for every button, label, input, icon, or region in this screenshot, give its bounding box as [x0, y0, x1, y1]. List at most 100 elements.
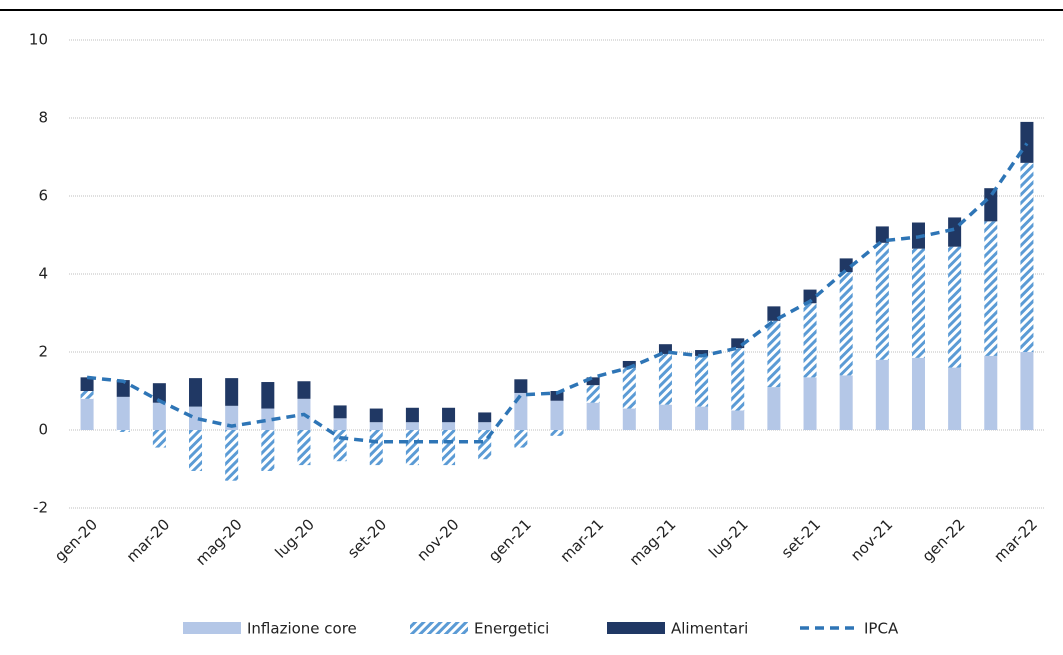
bar: [839, 375, 853, 430]
bar: [261, 408, 275, 430]
bar: [658, 404, 672, 430]
legend-item: Inflazione core: [183, 620, 357, 638]
bar: [333, 418, 347, 430]
bar: [514, 430, 528, 448]
y-tick-label: 8: [38, 109, 48, 127]
legend-item: IPCA: [800, 620, 899, 638]
legend-label: Energetici: [474, 620, 549, 638]
bar: [442, 407, 456, 423]
bar: [622, 408, 636, 430]
bar: [984, 188, 998, 222]
bar: [369, 422, 383, 430]
x-tick-label: lug-21: [705, 515, 751, 561]
bar: [731, 348, 745, 411]
bar: [1020, 352, 1034, 430]
bar: [152, 383, 166, 403]
x-tick-label: mag-21: [626, 515, 680, 569]
bar: [80, 398, 94, 430]
legend-swatch: [183, 622, 241, 634]
bar: [261, 430, 275, 471]
bar: [875, 242, 889, 360]
x-tick-label: mar-22: [990, 515, 1041, 566]
bar: [550, 400, 564, 430]
bar: [116, 430, 130, 432]
bar: [984, 221, 998, 356]
bar: [658, 353, 672, 405]
x-tick-label: mag-20: [192, 515, 246, 569]
bar: [333, 430, 347, 462]
bar: [225, 378, 239, 406]
bar: [405, 422, 419, 430]
bar: [369, 430, 383, 466]
bar: [80, 391, 94, 399]
bar: [1020, 121, 1034, 163]
y-tick-label: -2: [33, 499, 48, 517]
legend-swatch: [607, 622, 665, 634]
x-tick-label: mar-21: [557, 515, 608, 566]
bar: [478, 422, 492, 430]
bar: [695, 350, 709, 356]
bar: [225, 430, 239, 481]
bar: [550, 430, 564, 436]
bar: [731, 410, 745, 430]
bar: [948, 367, 962, 430]
y-tick-label: 2: [38, 343, 48, 361]
bar: [803, 377, 817, 430]
x-tick-label: set-21: [778, 515, 824, 561]
x-tick-label: gen-20: [51, 515, 101, 565]
bar: [658, 344, 672, 354]
bar: [80, 377, 94, 391]
bar: [911, 357, 925, 430]
bar: [514, 392, 528, 430]
bar: [695, 355, 709, 407]
bar: [152, 430, 166, 448]
bar: [116, 396, 130, 430]
line: [86, 142, 1029, 444]
bar: [767, 387, 781, 430]
bar: [550, 391, 564, 401]
bar: [152, 402, 166, 430]
bar: [405, 407, 419, 423]
bar: [875, 226, 889, 243]
bar: [442, 430, 456, 466]
bar: [731, 338, 745, 349]
bar: [442, 422, 456, 430]
x-tick-label: nov-21: [847, 515, 896, 564]
bar: [514, 379, 528, 393]
bar: [839, 272, 853, 376]
legend-item: Energetici: [410, 620, 549, 638]
x-tick-label: gen-21: [485, 515, 535, 565]
bar: [695, 406, 709, 430]
bar: [189, 378, 203, 407]
bar: [875, 359, 889, 430]
bar: [405, 430, 419, 466]
bar: [948, 246, 962, 368]
x-tick-label: lug-20: [272, 515, 318, 561]
legend-label: Alimentari: [671, 620, 748, 638]
y-tick-label: 4: [38, 265, 48, 283]
x-tick-label: mar-20: [123, 515, 174, 566]
y-tick-label: 6: [38, 187, 48, 205]
bar: [911, 248, 925, 358]
bar: [297, 381, 311, 399]
bar: [803, 303, 817, 378]
bar: [369, 408, 383, 423]
bar: [803, 289, 817, 304]
legend-label: IPCA: [864, 620, 899, 638]
bar: [261, 382, 275, 409]
bar: [333, 405, 347, 419]
legend-swatch: [410, 622, 468, 634]
bar: [586, 377, 600, 386]
bar: [116, 380, 130, 397]
x-tick-label: nov-20: [413, 515, 462, 564]
bar: [948, 217, 962, 247]
legend-item: Alimentari: [607, 620, 748, 638]
bar: [297, 430, 311, 466]
bar: [586, 385, 600, 403]
bar: [478, 412, 492, 423]
bar: [622, 360, 636, 368]
x-tick-label: set-20: [344, 515, 390, 561]
bar: [622, 367, 636, 409]
x-tick-label: gen-22: [919, 515, 969, 565]
